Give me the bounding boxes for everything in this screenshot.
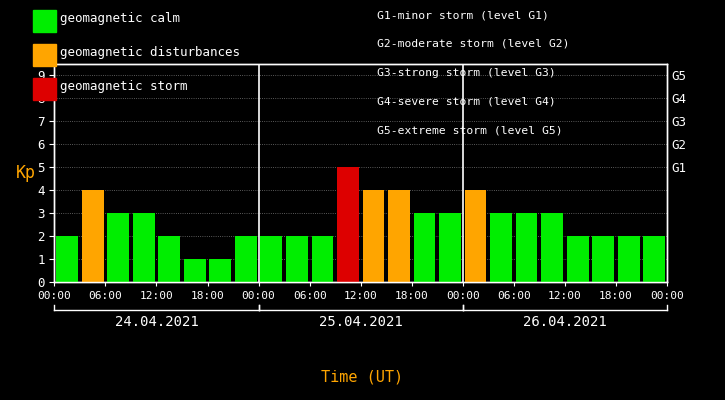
Bar <box>618 236 639 282</box>
Bar <box>592 236 614 282</box>
Text: G5-extreme storm (level G5): G5-extreme storm (level G5) <box>377 125 563 135</box>
Text: 24.04.2021: 24.04.2021 <box>115 315 199 329</box>
Bar <box>133 213 154 282</box>
Bar <box>82 190 104 282</box>
Bar <box>362 190 384 282</box>
Bar <box>567 236 589 282</box>
Bar <box>414 213 435 282</box>
Bar <box>465 190 486 282</box>
Text: geomagnetic disturbances: geomagnetic disturbances <box>60 46 240 59</box>
Bar <box>337 167 359 282</box>
Y-axis label: Kp: Kp <box>16 164 36 182</box>
Bar <box>107 213 129 282</box>
Bar <box>158 236 180 282</box>
Text: 25.04.2021: 25.04.2021 <box>319 315 402 329</box>
Bar <box>439 213 461 282</box>
Text: 26.04.2021: 26.04.2021 <box>523 315 607 329</box>
Bar <box>312 236 334 282</box>
Bar <box>515 213 537 282</box>
Bar <box>388 190 410 282</box>
Text: G3-strong storm (level G3): G3-strong storm (level G3) <box>377 68 556 78</box>
Text: G4-severe storm (level G4): G4-severe storm (level G4) <box>377 96 556 106</box>
Bar <box>57 236 78 282</box>
Bar <box>235 236 257 282</box>
Bar <box>210 259 231 282</box>
Bar <box>490 213 512 282</box>
Text: geomagnetic calm: geomagnetic calm <box>60 12 181 25</box>
Text: geomagnetic storm: geomagnetic storm <box>60 80 188 93</box>
Bar <box>542 213 563 282</box>
Bar <box>643 236 665 282</box>
Bar <box>286 236 307 282</box>
Bar <box>184 259 206 282</box>
Text: G1-minor storm (level G1): G1-minor storm (level G1) <box>377 10 549 20</box>
Text: G2-moderate storm (level G2): G2-moderate storm (level G2) <box>377 39 570 49</box>
Bar <box>260 236 282 282</box>
Text: Time (UT): Time (UT) <box>321 369 404 384</box>
